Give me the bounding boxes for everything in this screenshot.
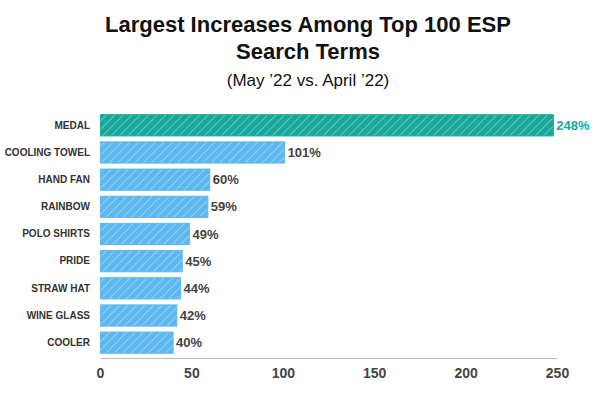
data-label: 44% (183, 281, 209, 296)
tick-label: 0 (97, 365, 105, 381)
tick: MEDAL (54, 120, 98, 131)
bar (100, 251, 182, 272)
tick: 100 (272, 358, 296, 381)
data-label: 101% (288, 145, 322, 160)
tick: 150 (363, 358, 387, 381)
data-label: 42% (180, 308, 206, 323)
tick: RAINBOW (41, 201, 98, 212)
tick-label: STRAW HAT (31, 283, 90, 294)
title: Largest Increases Among Top 100 ESPSearc… (105, 12, 511, 64)
tick-label: 250 (546, 365, 570, 381)
tick-label: 200 (454, 365, 478, 381)
bar (100, 169, 210, 190)
tick-label: HAND FAN (38, 174, 90, 185)
axis-line (98, 113, 99, 357)
bar (100, 115, 553, 136)
data-label: 248% (556, 118, 590, 133)
bar (100, 223, 190, 244)
tick-label: WINE GLASS (27, 310, 91, 321)
tick: STRAW HAT (31, 283, 98, 294)
title-line: Largest Increases Among Top 100 ESP (105, 12, 511, 37)
tick: HAND FAN (38, 174, 98, 185)
data-label: 59% (211, 199, 237, 214)
tick-label: 50 (184, 365, 200, 381)
tick-label: COOLING TOWEL (5, 147, 90, 158)
data-label: 40% (176, 335, 202, 350)
bars (100, 115, 553, 354)
tick: COOLER (47, 337, 98, 348)
tick: 50 (184, 358, 200, 381)
x-axis: 0 50 100 150 200 250 (97, 358, 570, 381)
tick: PRIDE (59, 255, 98, 266)
tick-label: COOLER (47, 337, 91, 348)
title-line: Search Terms (236, 39, 380, 64)
data-label: 45% (185, 254, 211, 269)
tick-label: MEDAL (54, 120, 90, 131)
bar (100, 196, 208, 217)
tick: POLO SHIRTS (22, 228, 98, 239)
tick: 0 (97, 358, 105, 381)
tick-label: 150 (363, 365, 387, 381)
bar (100, 305, 177, 326)
tick-label: RAINBOW (41, 201, 90, 212)
data-labels: 248% 101% 60% 59% 49% 45% 44% 42% 40% (176, 118, 590, 350)
data-label: 60% (213, 172, 239, 187)
data-label: 49% (193, 227, 219, 242)
tick: WINE GLASS (27, 310, 98, 321)
tick: 200 (454, 358, 478, 381)
tick-label: 100 (272, 365, 296, 381)
tick: COOLING TOWEL (5, 147, 98, 158)
tick-label: PRIDE (59, 255, 90, 266)
bar (100, 142, 285, 163)
bar (100, 278, 180, 299)
bar (100, 332, 173, 353)
axis-line (101, 358, 558, 359)
chart: Largest Increases Among Top 100 ESPSearc… (0, 0, 616, 397)
tick: 250 (546, 358, 570, 381)
y-axis: MEDAL COOLING TOWEL HAND FAN RAINBOW POLO SH… (5, 113, 99, 357)
subtitle: (May ’22 vs. April ’22) (227, 71, 390, 90)
tick-label: POLO SHIRTS (22, 228, 90, 239)
